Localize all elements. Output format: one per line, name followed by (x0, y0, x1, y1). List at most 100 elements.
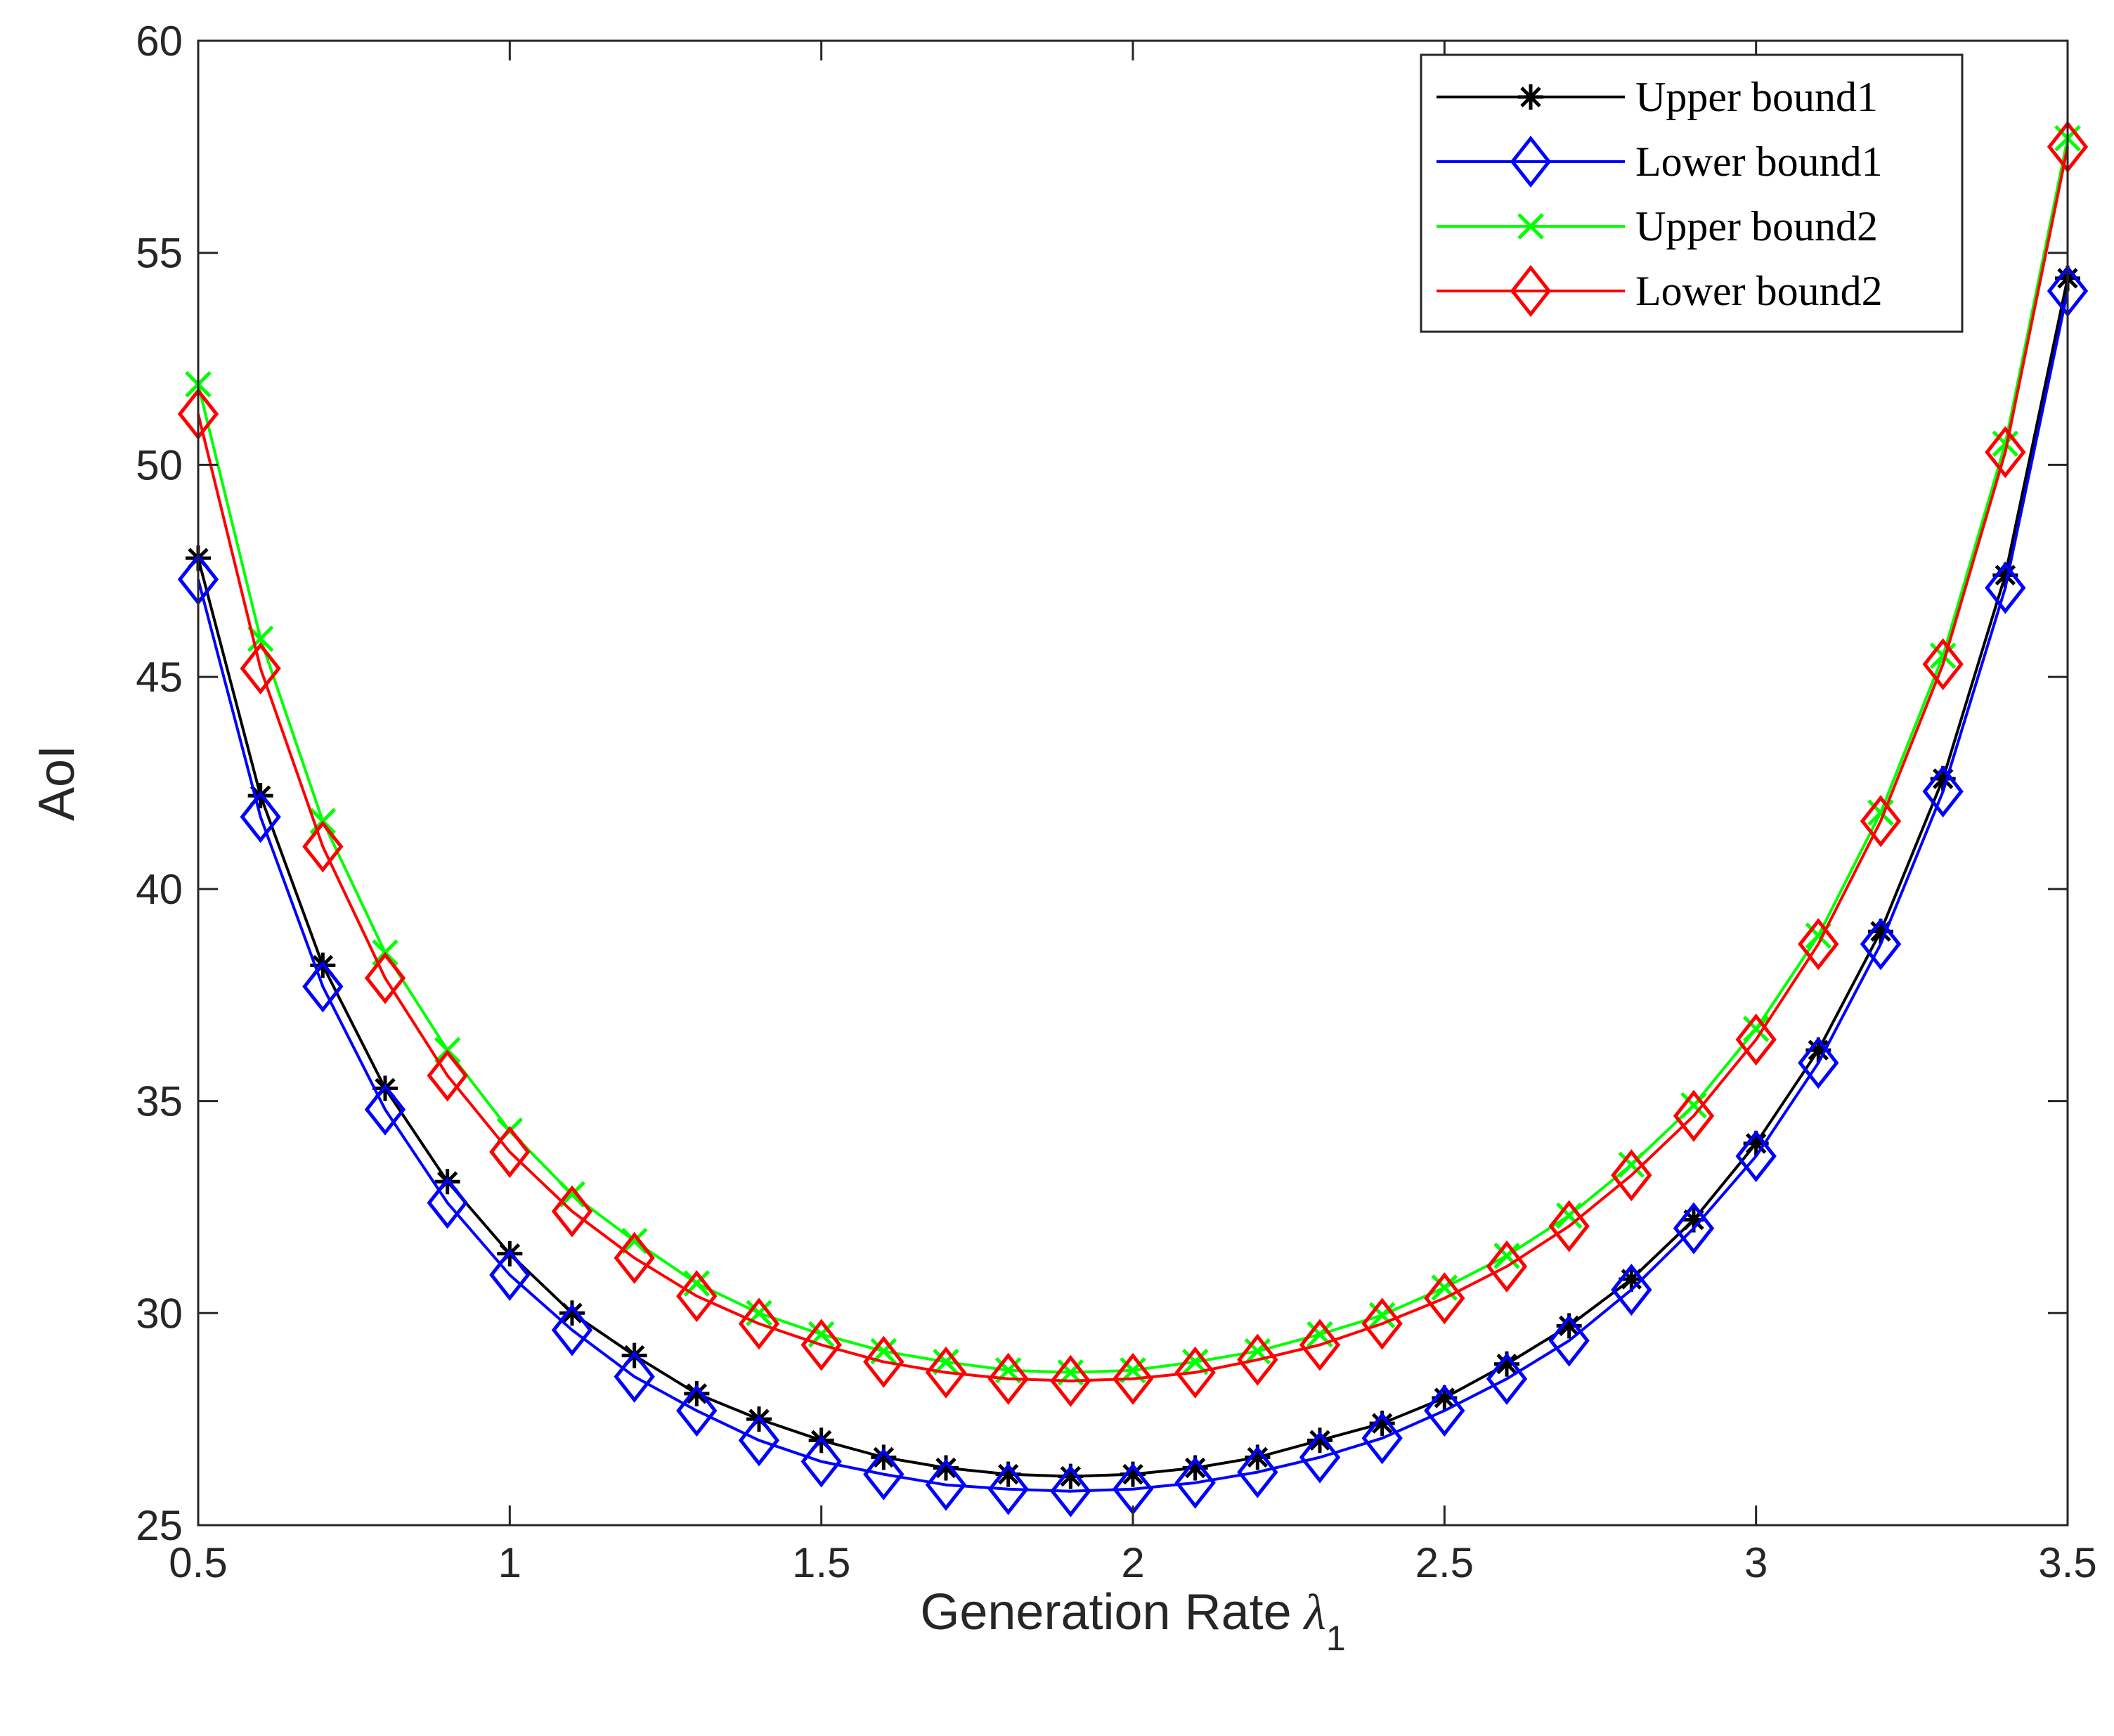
x-axis-title-subscript: 1 (1326, 1619, 1346, 1658)
data-point-lower-bound2 (1798, 918, 1839, 971)
x-tick-label: 3 (1744, 1539, 1768, 1586)
data-point-lower-bound1 (1424, 1385, 1465, 1437)
series-line-lower-bound2 (197, 146, 2069, 1382)
data-point-lower-bound1 (1611, 1264, 1652, 1316)
data-point-lower-bound1 (364, 1083, 406, 1136)
data-point-lower-bound2 (863, 1335, 904, 1388)
data-point-lower-bound1 (738, 1414, 780, 1467)
legend-label-lower-bound2: Lower bound2 (1635, 268, 1883, 314)
data-point-lower-bound2 (1985, 426, 2026, 479)
legend-marker-upper-bound1 (1518, 84, 1543, 110)
legend-entry-lower-bound1: Lower bound1 (1437, 135, 1883, 188)
data-point-lower-bound2 (738, 1297, 780, 1350)
data-point-lower-bound1 (1985, 562, 2026, 614)
legend-entry-upper-bound2: Upper bound2 (1437, 203, 1878, 250)
x-tick-label: 2 (1121, 1539, 1144, 1586)
legend-marker-upper-bound2 (1517, 213, 1544, 240)
data-point-lower-bound1 (1486, 1352, 1528, 1405)
data-point-lower-bound1 (614, 1350, 655, 1403)
data-point-lower-bound1 (1050, 1465, 1091, 1517)
x-tick-label: 3.5 (2038, 1539, 2096, 1586)
ticks-layer: 0.5 1 1.5 2 2.5 3 3.5 25 30 35 40 45 50 55 60 (136, 18, 2096, 1586)
data-point-lower-bound1 (987, 1463, 1029, 1515)
x-tick-label: 1.5 (792, 1539, 850, 1586)
data-point-lower-bound2 (551, 1185, 593, 1238)
data-point-lower-bound1 (863, 1448, 904, 1501)
data-point-upper-bound2 (1555, 1202, 1583, 1229)
y-tick-label: 45 (136, 654, 183, 701)
data-point-lower-bound1 (1798, 1037, 1839, 1089)
legend-label-lower-bound1: Lower bound1 (1635, 138, 1883, 185)
series-lower-bound1 (177, 264, 2089, 1517)
data-point-upper-bound2 (1618, 1151, 1645, 1178)
y-tick-label: 40 (136, 866, 183, 913)
data-point-upper-bound2 (1493, 1243, 1520, 1269)
legend-label-upper-bound2: Upper bound2 (1635, 203, 1878, 250)
data-point-upper-bound2 (621, 1227, 648, 1255)
data-point-lower-bound1 (1673, 1202, 1715, 1255)
data-point-lower-bound2 (1922, 638, 1964, 691)
data-point-lower-bound1 (1299, 1431, 1341, 1484)
series-line-lower-bound1 (197, 290, 2069, 1493)
legend-box (1420, 53, 1964, 333)
data-point-lower-bound2 (1486, 1240, 1528, 1293)
legend-entry-lower-bound2: Lower bound2 (1437, 264, 1883, 318)
legend-marker-lower-bound1 (1510, 135, 1552, 188)
data-point-lower-bound2 (1735, 1013, 1777, 1066)
series-layer (177, 120, 2089, 1517)
data-point-lower-bound1 (1237, 1446, 1278, 1498)
data-point-upper-bound2 (1992, 430, 2019, 458)
data-point-lower-bound1 (1860, 918, 1902, 971)
data-point-lower-bound1 (489, 1248, 531, 1302)
data-point-lower-bound2 (240, 642, 281, 695)
data-point-lower-bound2 (1361, 1297, 1403, 1350)
y-tick-label: 30 (136, 1290, 183, 1337)
data-point-lower-bound1 (800, 1435, 842, 1488)
x-axis-title: Generation Rate λ1 (920, 1584, 1345, 1658)
data-point-lower-bound2 (800, 1319, 842, 1371)
y-tick-label: 60 (136, 18, 183, 65)
data-point-lower-bound2 (1299, 1319, 1341, 1371)
data-point-lower-bound2 (489, 1125, 531, 1179)
x-axis-title-symbol: λ (1303, 1584, 1326, 1640)
data-point-lower-bound2 (427, 1049, 468, 1102)
data-point-lower-bound2 (1860, 795, 1902, 848)
data-point-upper-bound1 (933, 1455, 959, 1481)
legend-entry-upper-bound1: Upper bound1 (1437, 74, 1878, 120)
data-point-lower-bound1 (1922, 765, 1964, 818)
y-tick-label: 35 (136, 1078, 183, 1125)
legend-label-upper-bound1: Upper bound1 (1635, 74, 1878, 120)
x-tick-label: 2.5 (1415, 1539, 1474, 1586)
data-point-lower-bound2 (1611, 1149, 1652, 1202)
data-point-lower-bound1 (427, 1177, 468, 1229)
data-point-lower-bound1 (1174, 1456, 1216, 1509)
data-point-lower-bound1 (1735, 1129, 1777, 1183)
y-tick-label: 25 (136, 1502, 183, 1549)
data-point-lower-bound2 (1237, 1333, 1278, 1386)
data-point-lower-bound2 (1112, 1352, 1154, 1405)
y-tick-label: 55 (136, 230, 183, 277)
data-point-lower-bound2 (987, 1352, 1029, 1405)
data-point-lower-bound2 (1673, 1089, 1715, 1142)
data-point-lower-bound1 (1548, 1314, 1590, 1367)
data-point-lower-bound2 (676, 1270, 718, 1323)
legend-marker-lower-bound2 (1510, 264, 1552, 318)
data-point-lower-bound2 (1174, 1346, 1216, 1399)
data-point-lower-bound2 (302, 820, 344, 873)
data-point-upper-bound2 (1929, 642, 1957, 669)
data-point-lower-bound2 (1424, 1272, 1465, 1325)
data-point-lower-bound2 (1548, 1200, 1590, 1252)
data-point-upper-bound2 (1742, 1016, 1770, 1042)
data-point-lower-bound2 (925, 1346, 967, 1399)
data-point-lower-bound1 (240, 791, 281, 843)
x-tick-label: 0.5 (169, 1539, 227, 1586)
data-point-lower-bound2 (614, 1231, 655, 1284)
data-point-lower-bound1 (302, 960, 344, 1013)
legend: Upper bound1 Lower bound1 Upper bound2 Lowe… (1420, 53, 1964, 333)
data-point-lower-bound2 (1050, 1354, 1091, 1407)
x-axis-title-text: Generation Rate (920, 1584, 1291, 1640)
data-point-lower-bound1 (925, 1458, 967, 1511)
data-point-lower-bound1 (676, 1385, 718, 1437)
data-point-lower-bound2 (364, 952, 406, 1004)
